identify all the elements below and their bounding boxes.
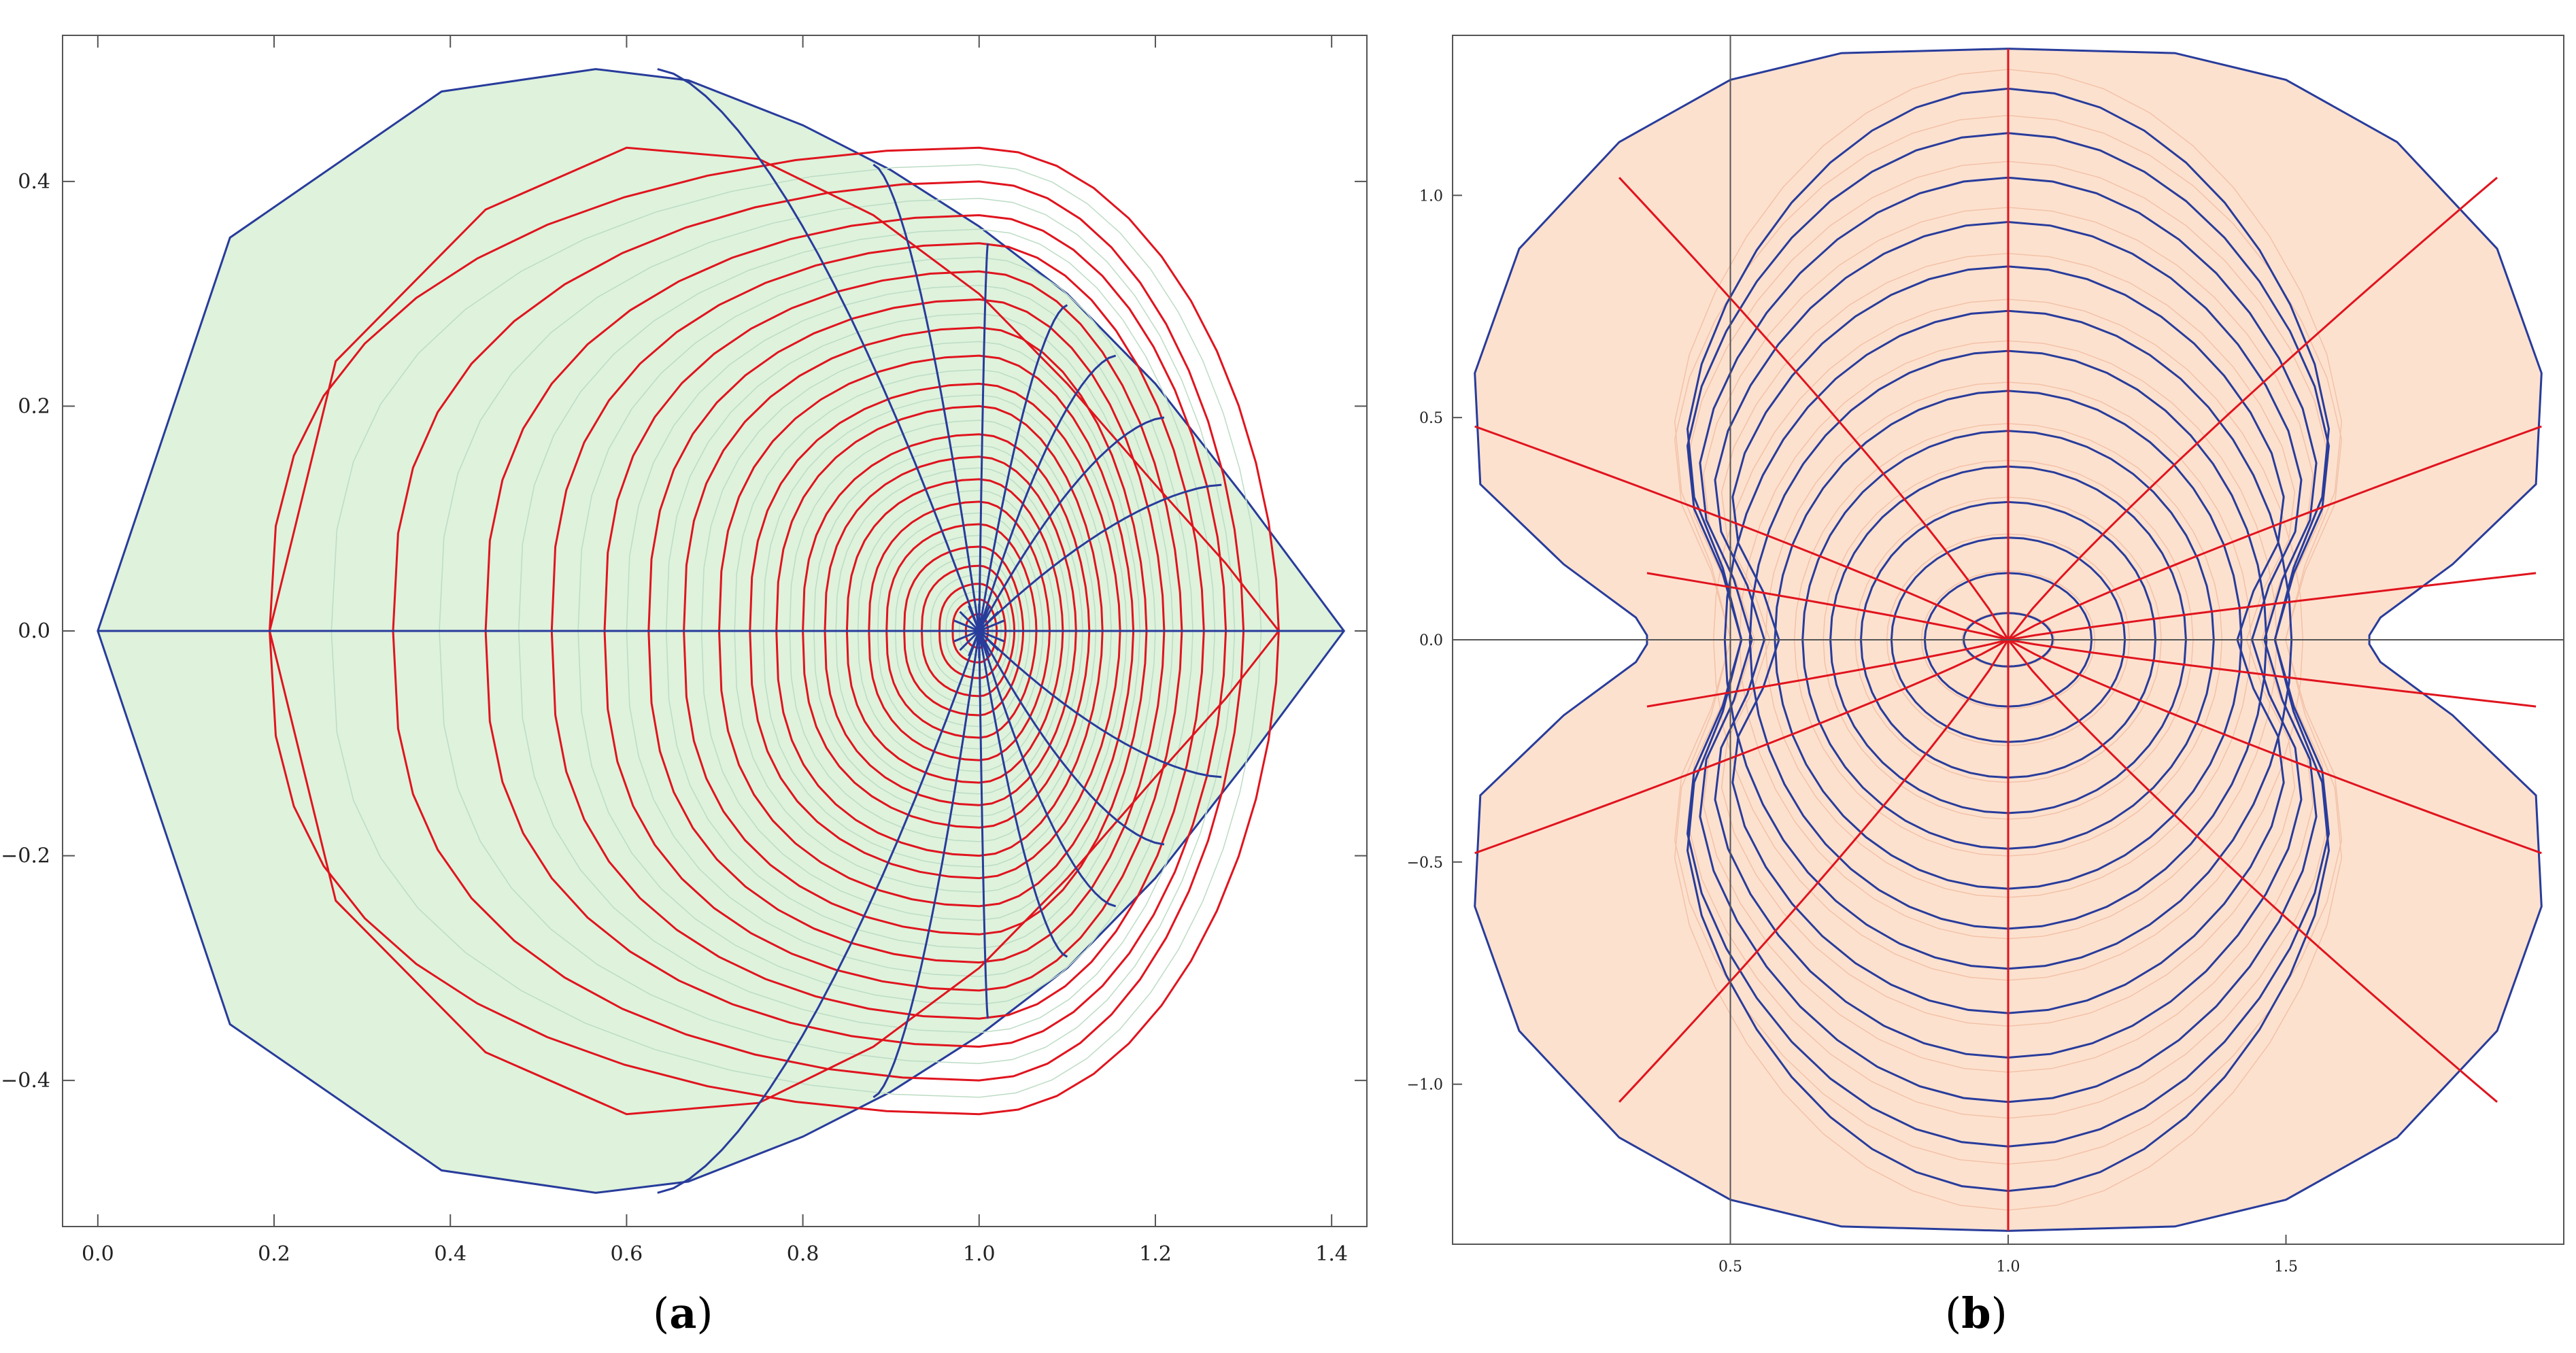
panel-a-blue-radial xyxy=(978,630,1117,908)
panel-b-red-radial xyxy=(2007,638,2537,708)
panel-a-blue-radial xyxy=(872,163,981,632)
panel-b-red-radial xyxy=(1646,638,2009,708)
panel-a-x-tick-label: 0.8 xyxy=(787,1242,819,1266)
panel-a-hub-spoke xyxy=(953,630,980,643)
panel-a-hub-spoke xyxy=(978,630,1000,651)
panel-b-red-radial xyxy=(2007,638,2542,855)
panel-a-hub-spoke xyxy=(953,619,980,632)
panel-a-x-tick-label: 0.2 xyxy=(258,1242,290,1266)
panel-b-red-radial xyxy=(1619,177,2010,640)
panel-b-y-tick-label: 1.0 xyxy=(1419,188,1443,205)
panel-a-y-tick-label: 0.0 xyxy=(18,619,50,643)
panel-a-x-tick-label: 0.0 xyxy=(82,1242,114,1266)
panel-b-red-radial xyxy=(1474,638,2009,855)
panel-a-hub-spoke xyxy=(978,611,1000,632)
panel-b-x-tick-label: 1.0 xyxy=(1997,1258,2020,1275)
panel-a-y-tick-label: 0.2 xyxy=(18,394,50,418)
panel-b-y-tick-label: 0.5 xyxy=(1419,410,1443,427)
panel-b-plot: 0.5 1.0 1.5 −1.0 −0.5 0.0 0.5 1.0 xyxy=(1407,35,2564,1275)
panel-b-axis-lines xyxy=(1453,35,2564,1244)
panel-b-red-radial xyxy=(1646,572,2009,641)
panel-b-red-radial xyxy=(2007,425,2542,641)
panel-b-ticks: 0.5 1.0 1.5 −1.0 −0.5 0.0 0.5 1.0 xyxy=(1407,188,2298,1275)
panel-a-blue-radial xyxy=(978,304,1068,632)
panel-a-hub-spoke xyxy=(959,611,980,632)
panel-a-hub-spoke xyxy=(978,605,991,632)
panel-a-x-tick-label: 1.2 xyxy=(1139,1242,1172,1266)
panel-a-y-tick-label: −0.2 xyxy=(1,844,50,868)
panel-a-hub-spoke xyxy=(979,619,1005,632)
panel-b-red-radial xyxy=(1474,425,2009,641)
caption-a: (a) xyxy=(653,1288,713,1338)
panel-a-blue-radial xyxy=(978,483,1222,632)
panel-a-hub-spoke xyxy=(968,605,981,632)
panel-a-x-tick-label: 0.4 xyxy=(434,1242,467,1266)
panel-a-blue-radial xyxy=(978,243,989,632)
panel-a-blue-radial xyxy=(978,630,1165,846)
panel-b-y-tick-label: 0.0 xyxy=(1419,632,1443,649)
panel-b-x-tick-label: 1.5 xyxy=(2274,1258,2298,1275)
panel-a-blue-radial xyxy=(978,354,1117,632)
panel-a-ticks: 0.0 0.2 0.4 0.6 0.8 1.0 1.2 1.4 −0.4 −0.2 0.0 0.2 0.… xyxy=(1,35,1367,1266)
panel-a-blue-radials xyxy=(97,68,1344,1194)
panel-a-blue-radial xyxy=(657,68,981,632)
panel-a-x-tick-label: 1.4 xyxy=(1315,1242,1348,1266)
panel-a-hub-spoke xyxy=(968,630,981,657)
panel-b-red-radial xyxy=(2007,572,2537,641)
panel-b-y-tick-label: −0.5 xyxy=(1407,855,1443,872)
panel-a-blue-radial xyxy=(657,630,981,1194)
panel-a-blue-radial xyxy=(978,630,989,1019)
panel-a-blue-radial xyxy=(978,630,1222,778)
panel-b-red-radial xyxy=(1619,639,2010,1103)
panel-a-blue-radial xyxy=(978,416,1165,632)
panel-b-red-radial xyxy=(2007,639,2498,1103)
panel-a-x-tick-label: 0.6 xyxy=(611,1242,643,1266)
panel-a-hub-spoke xyxy=(979,630,1005,643)
panel-b-red-radial xyxy=(2007,177,2498,640)
panel-a-hub-spoke xyxy=(959,630,980,651)
panel-a-plot: 0.0 0.2 0.4 0.6 0.8 1.0 1.2 1.4 −0.4 −0.2 0.0 0.2 0.… xyxy=(1,35,1368,1266)
panel-b-red-radials xyxy=(1474,48,2542,1231)
panel-a-y-tick-label: 0.4 xyxy=(18,170,50,194)
panel-a-y-tick-label: −0.4 xyxy=(1,1069,50,1093)
panel-a-blue-radial xyxy=(978,630,1068,958)
panel-a-x-tick-label: 1.0 xyxy=(963,1242,996,1266)
panel-b-y-tick-label: −1.0 xyxy=(1407,1077,1443,1094)
panel-a-hub-spoke xyxy=(978,630,991,657)
caption-b: (b) xyxy=(1945,1288,2007,1338)
panel-b-x-tick-label: 0.5 xyxy=(1718,1258,1742,1275)
panel-a-blue-radial xyxy=(872,630,981,1099)
